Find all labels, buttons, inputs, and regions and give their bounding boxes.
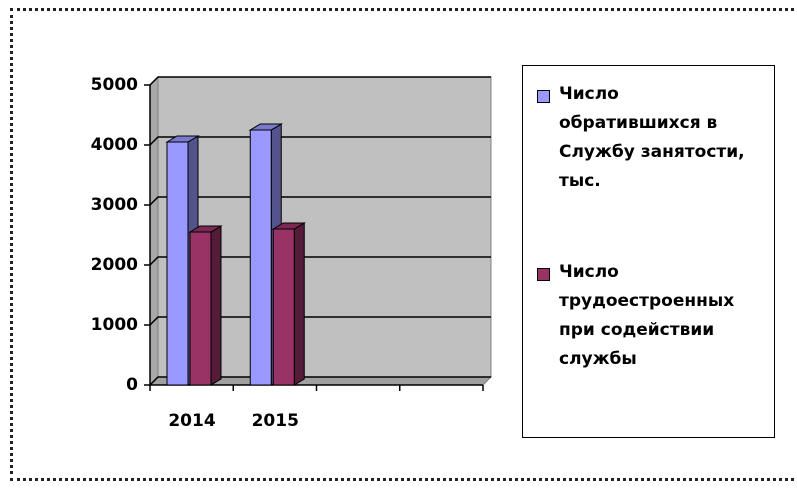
grid-line	[149, 136, 491, 146]
grid-line	[149, 256, 491, 266]
y-tick-label: 1000	[91, 315, 138, 335]
chart-border	[10, 8, 797, 481]
legend-item: Число обратившихся в Службу занятости, т…	[537, 80, 765, 196]
grid-line	[149, 76, 491, 86]
legend: Число обратившихся в Службу занятости, т…	[522, 65, 775, 438]
grid-line	[149, 376, 491, 386]
y-tick-label: 3000	[91, 195, 138, 215]
y-tick-label: 2000	[91, 255, 138, 275]
bar-side	[293, 222, 305, 386]
legend-swatch	[537, 90, 550, 103]
y-tick-label: 5000	[91, 75, 138, 95]
side-wall	[149, 75, 159, 387]
bar-front	[166, 141, 189, 386]
legend-item: Число трудоестроенных при содействии слу…	[537, 258, 765, 374]
bar-side	[210, 225, 222, 386]
y-tick-label: 0	[126, 375, 138, 395]
bar-front	[249, 129, 272, 386]
bar	[271, 222, 307, 386]
legend-swatch	[537, 268, 550, 281]
x-tick-label: 2015	[252, 411, 299, 431]
bar-front	[189, 231, 212, 386]
legend-label: Число обратившихся в Службу занятости, т…	[559, 84, 745, 191]
legend-label: Число трудоестроенных при содействии слу…	[559, 262, 735, 369]
x-tick-label: 2014	[168, 411, 215, 431]
bar	[188, 225, 223, 386]
y-tick-label: 4000	[91, 135, 138, 155]
grid-line	[149, 316, 491, 326]
grid-line	[149, 196, 491, 206]
bar-front	[272, 228, 295, 386]
